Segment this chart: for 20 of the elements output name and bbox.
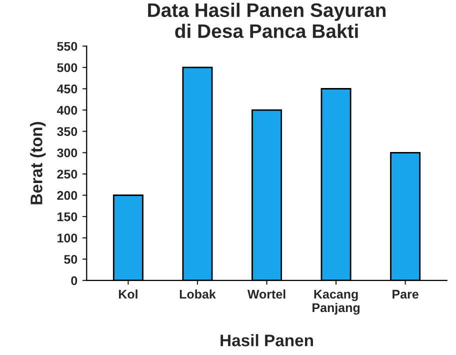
x-tick-label: Pare xyxy=(392,290,418,299)
y-tick-label: 550 xyxy=(57,42,78,51)
y-tick-label: 0 xyxy=(71,276,78,286)
y-tick-label: 50 xyxy=(64,254,78,264)
x-tick-label: Wortel xyxy=(247,289,286,299)
y-tick-label: 250 xyxy=(57,170,78,179)
x-tick-label: Lobak xyxy=(180,289,216,299)
y-tick-label: 450 xyxy=(56,84,78,94)
y-tick-label: 350 xyxy=(57,127,78,136)
y-tick-label: 150 xyxy=(58,212,78,222)
y-tick-label: 500 xyxy=(57,63,78,72)
x-tick-label: Kacang Panjang xyxy=(312,290,360,315)
y-axis-title: Berat (ton) xyxy=(30,122,46,204)
y-tick-label: 100 xyxy=(58,234,78,242)
x-axis-title: Hasil Panen xyxy=(220,334,313,346)
y-tick-label: 400 xyxy=(56,106,78,115)
y-tick-label: 300 xyxy=(57,148,78,158)
chart-title: Data Hasil Panen Sayuran di Desa Panca Bakti xyxy=(148,2,386,38)
y-tick-label: 200 xyxy=(57,191,78,200)
x-tick-label: Kol xyxy=(118,289,138,299)
